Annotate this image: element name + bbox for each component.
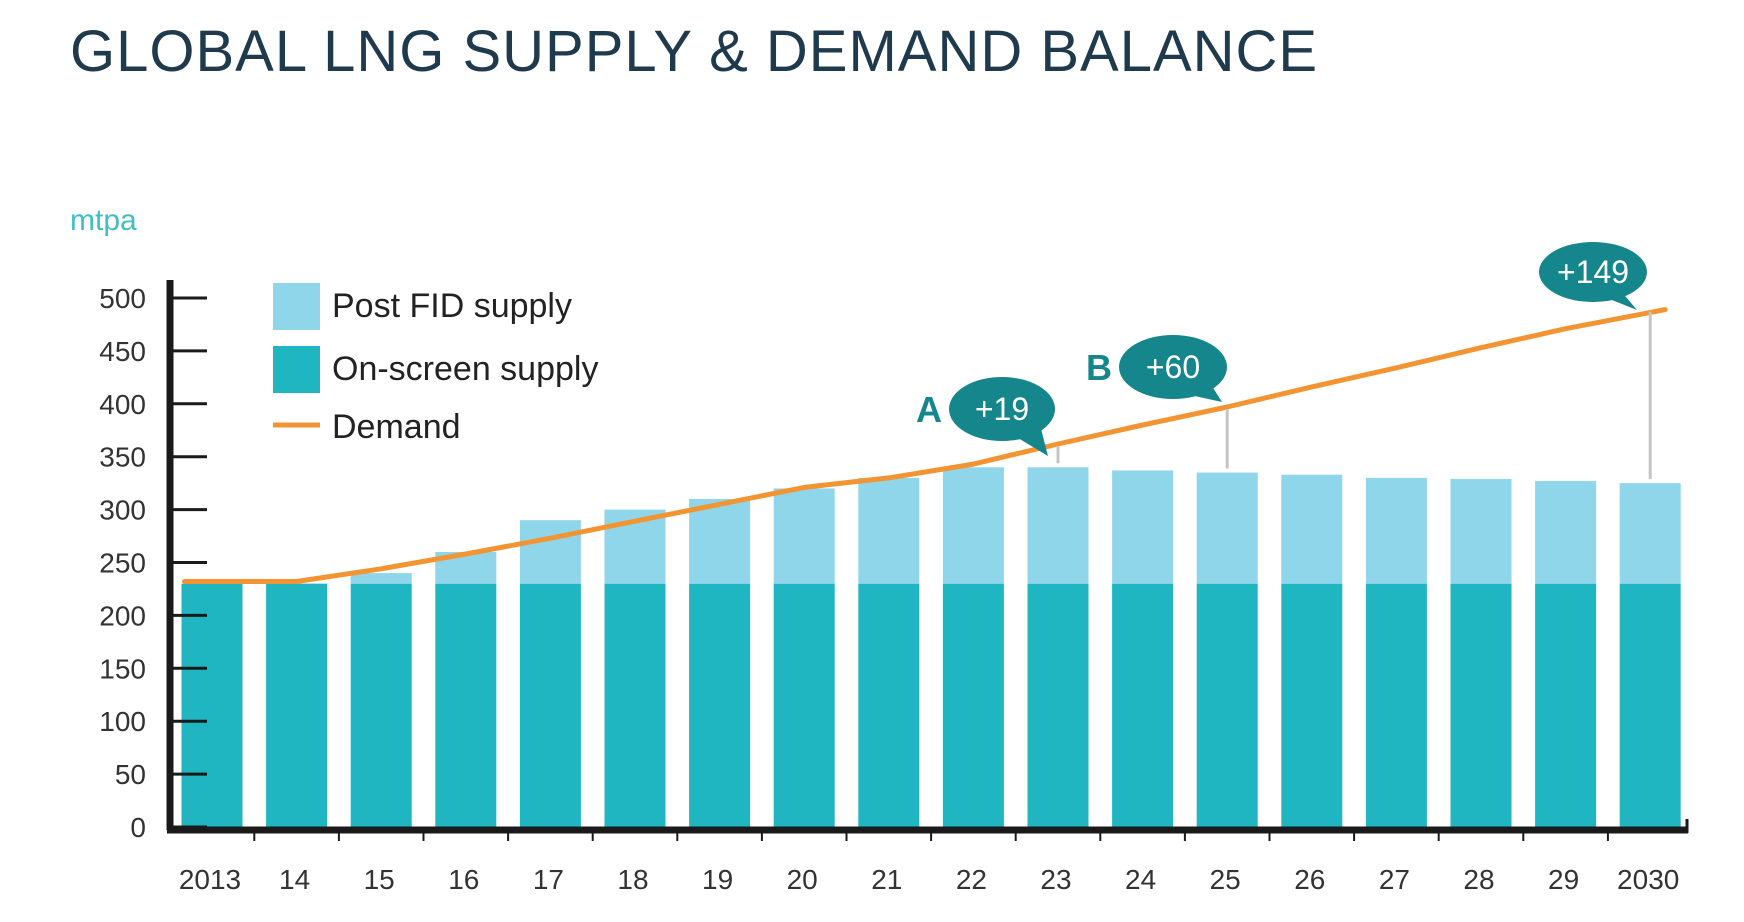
x-tick-label-17: 17: [533, 864, 564, 895]
bar-on-screen-supply-2013: [181, 583, 243, 827]
y-tick-label-250: 250: [99, 548, 146, 579]
bar-on-screen-supply-28: [1450, 583, 1512, 827]
bar-on-screen-supply-29: [1535, 583, 1597, 827]
annotation-value-B: +60: [1146, 349, 1200, 385]
y-tick-label-450: 450: [99, 336, 146, 367]
bar-on-screen-supply-26: [1281, 583, 1343, 827]
y-tick-label-350: 350: [99, 442, 146, 473]
bar-post-fid-supply-17: [519, 520, 581, 584]
bar-on-screen-supply-22: [942, 583, 1004, 827]
x-tick-label-2030: 2030: [1617, 864, 1679, 895]
x-tick-label-22: 22: [956, 864, 987, 895]
demand-line-layer: [182, 307, 1668, 584]
x-tick-label-29: 29: [1548, 864, 1579, 895]
bar-on-screen-supply-25: [1196, 583, 1258, 827]
legend-swatch-on-screen-supply: [273, 346, 320, 393]
y-tick-label-200: 200: [99, 600, 146, 631]
bar-on-screen-supply-15: [350, 583, 412, 827]
bars-layer: [181, 467, 1681, 827]
bar-post-fid-supply-29: [1535, 481, 1597, 584]
chart-title: GLOBAL LNG SUPPLY & DEMAND BALANCE: [70, 19, 1319, 84]
bar-on-screen-supply-16: [435, 583, 497, 827]
bar-post-fid-supply-24: [1112, 470, 1174, 584]
annotation-bubble-B: [1119, 335, 1227, 399]
bar-post-fid-supply-20: [773, 488, 835, 584]
bar-on-screen-supply-19: [689, 583, 751, 827]
bar-on-screen-supply-21: [858, 583, 920, 827]
annotation-layer: +19 A +60 B +149: [916, 242, 1652, 480]
bar-post-fid-supply-2030: [1619, 483, 1681, 584]
y-tick-label-400: 400: [99, 389, 146, 420]
x-tick-label-28: 28: [1463, 864, 1494, 895]
x-tick-label-19: 19: [702, 864, 733, 895]
y-tick-label-50: 50: [115, 759, 146, 790]
bar-post-fid-supply-23: [1027, 467, 1089, 584]
legend: Post FID supply On-screen supply Demand: [273, 283, 598, 446]
annotation-bubble-A: [949, 377, 1055, 441]
bar-on-screen-supply-27: [1365, 583, 1427, 827]
legend-label-demand: Demand: [332, 408, 461, 446]
bar-on-screen-supply-24: [1112, 583, 1174, 827]
bar-on-screen-supply-18: [604, 583, 666, 827]
annotation-bubble-end: [1539, 242, 1647, 302]
annotation-letter-B: B: [1086, 347, 1112, 388]
y-tick-label-300: 300: [99, 495, 146, 526]
x-tick-label-21: 21: [871, 864, 902, 895]
annotation-value-A: +19: [975, 391, 1029, 427]
bar-post-fid-supply-21: [858, 477, 920, 584]
x-tick-label-14: 14: [279, 864, 310, 895]
x-tick-label-2013: 2013: [179, 864, 241, 895]
x-tick-label-26: 26: [1294, 864, 1325, 895]
x-tick-label-25: 25: [1210, 864, 1241, 895]
y-tick-label-100: 100: [99, 706, 146, 737]
y-axis-unit-label: mtpa: [70, 204, 137, 237]
bar-post-fid-supply-22: [942, 467, 1004, 584]
bar-on-screen-supply-20: [773, 583, 835, 827]
annotation-bubble-tail-end: [1607, 290, 1637, 310]
bar-on-screen-supply-14: [266, 583, 328, 827]
x-tick-label-15: 15: [364, 864, 395, 895]
annotation-letter-A: A: [916, 389, 942, 430]
bar-post-fid-supply-27: [1365, 477, 1427, 584]
x-tick-label-24: 24: [1125, 864, 1156, 895]
bar-post-fid-supply-25: [1196, 472, 1258, 584]
bar-on-screen-supply-2030: [1619, 583, 1681, 827]
bar-post-fid-supply-19: [689, 499, 751, 584]
y-tick-label-0: 0: [130, 812, 146, 843]
bar-post-fid-supply-15: [350, 573, 412, 584]
bar-on-screen-supply-17: [519, 583, 581, 827]
legend-label-on-screen-supply: On-screen supply: [332, 350, 598, 388]
x-tick-label-16: 16: [448, 864, 479, 895]
axes-layer: 0 50 100 150 200 250 300 350 400 450 500 2013 14 15 16…: [99, 280, 1689, 895]
x-tick-label-23: 23: [1040, 864, 1071, 895]
annotation-bubble-tail-B: [1190, 383, 1222, 402]
y-tick-label-150: 150: [99, 653, 146, 684]
annotation-bubble-tail-A: [1018, 425, 1048, 456]
x-tick-label-27: 27: [1379, 864, 1410, 895]
bar-post-fid-supply-26: [1281, 474, 1343, 584]
legend-swatch-post-fid-supply: [273, 283, 320, 330]
x-tick-label-18: 18: [617, 864, 648, 895]
x-tick-label-20: 20: [787, 864, 818, 895]
legend-label-post-fid-supply: Post FID supply: [332, 287, 572, 325]
demand-line: [182, 307, 1668, 584]
y-tick-label-500: 500: [99, 283, 146, 314]
annotation-value-end: +149: [1557, 254, 1629, 290]
bar-post-fid-supply-28: [1450, 478, 1512, 584]
bar-on-screen-supply-23: [1027, 583, 1089, 827]
